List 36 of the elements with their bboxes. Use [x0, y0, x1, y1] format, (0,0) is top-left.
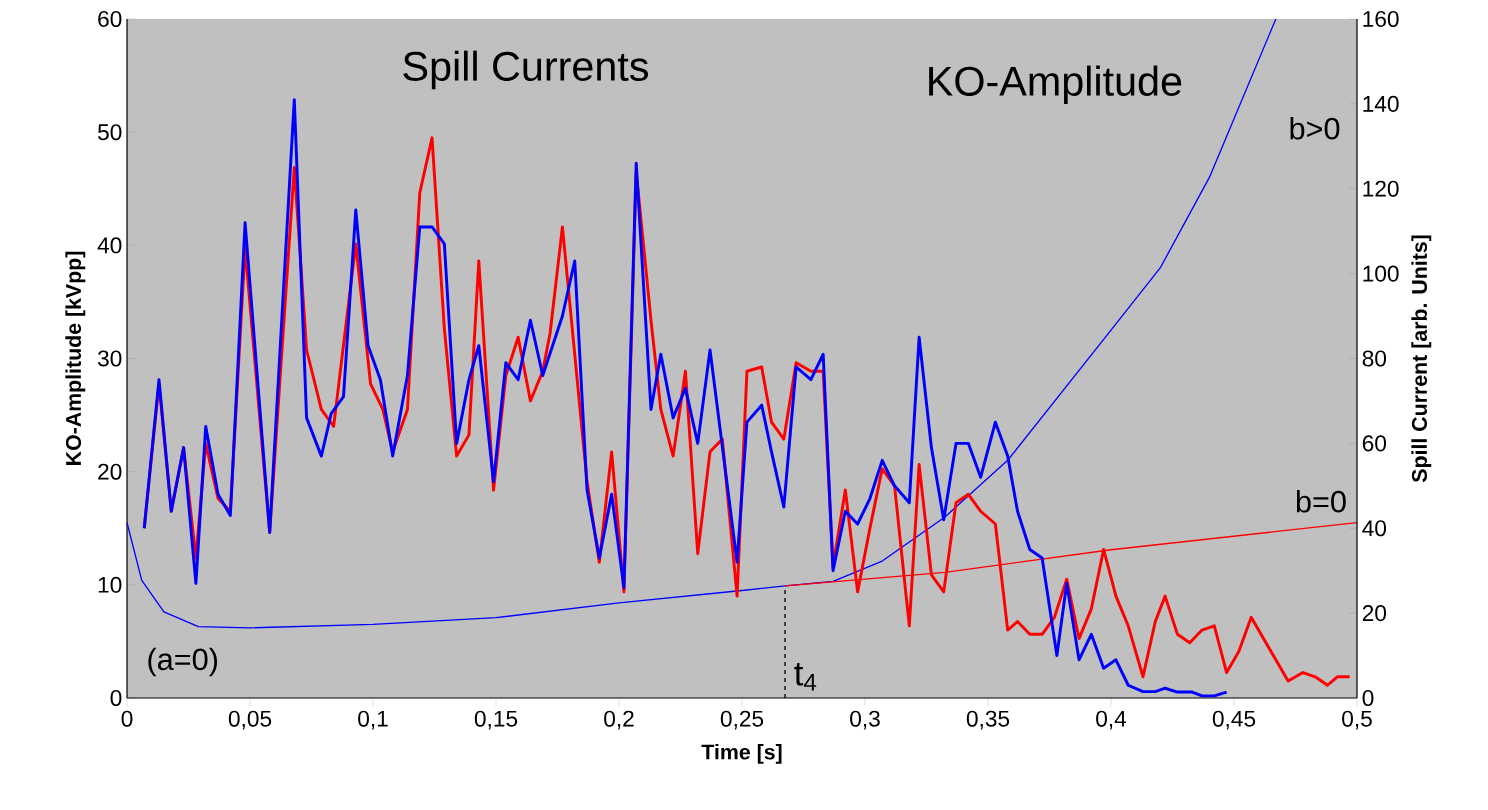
y2-tick-label: 120	[1363, 180, 1399, 197]
series-label: b>0	[1290, 117, 1340, 140]
x-tick-label: 0,35	[966, 710, 1010, 730]
y-tick-label: 20	[98, 463, 122, 480]
y2-tick-label: 80	[1362, 350, 1387, 367]
annotation: KO-Amplitude	[929, 65, 1182, 105]
y2-tick-label: 20	[1362, 605, 1387, 622]
x-tick-label: 0,1	[358, 710, 388, 730]
y2-tick-label: 60	[1362, 435, 1387, 452]
x-tick-label: 0,5	[1342, 710, 1372, 730]
y-tick-label: 30	[97, 350, 122, 367]
x-tick-label: 0	[121, 710, 133, 727]
y2-tick-label: 160	[1363, 10, 1399, 28]
x-tick-label: 0,25	[720, 710, 764, 730]
x-tick-label: 0,3	[850, 710, 880, 730]
y-tick-label: 0	[110, 689, 122, 707]
y2-tick-label: 40	[1362, 520, 1387, 537]
series-label: b=0	[1296, 490, 1346, 513]
y-tick-label: 10	[98, 576, 122, 593]
annotation: (a=0)	[148, 647, 218, 677]
y2-tick-label: 140	[1363, 95, 1399, 112]
x-tick-label: 0,2	[604, 710, 634, 730]
y-tick-label: 50	[97, 124, 122, 141]
x-tick-label: 0,05	[228, 710, 272, 730]
y2-tick-label: 100	[1363, 265, 1399, 282]
y2-axis-title: Spill Current [arb. Units]	[1411, 235, 1432, 483]
ref-line-label: t$_{4}$	[794, 662, 817, 691]
y-tick-label: 60	[98, 10, 122, 28]
x-tick-label: 0,45	[1212, 710, 1256, 730]
x-tick-label: 0,15	[474, 710, 518, 730]
y2-tick-label: 0	[1362, 689, 1374, 707]
x-axis-title: Time [s]	[701, 743, 782, 764]
annotation: Spill Currents	[403, 50, 648, 90]
x-tick-label: 0,4	[1096, 710, 1127, 730]
y-tick-label: 40	[97, 237, 122, 254]
y-axis-title: KO-Amplitude [kVpp]	[65, 251, 86, 465]
